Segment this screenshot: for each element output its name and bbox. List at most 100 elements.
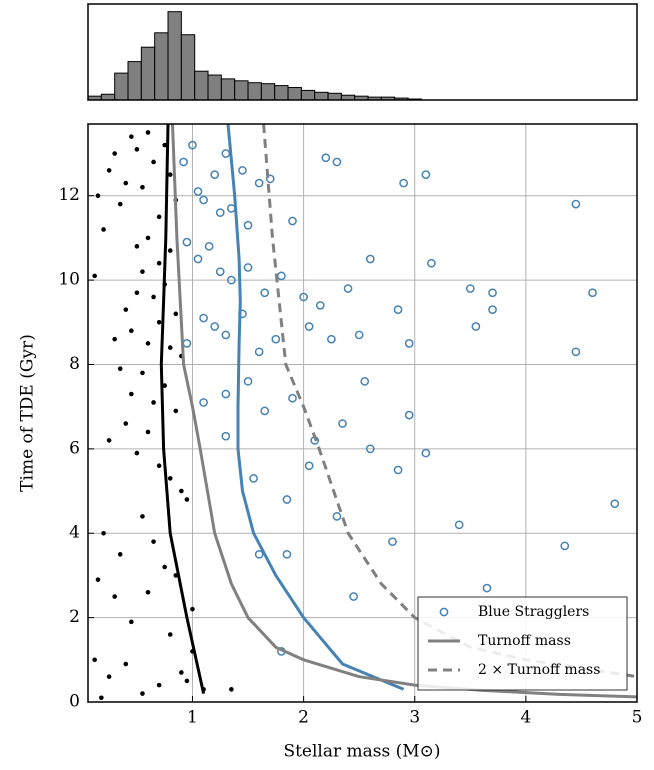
dot (145, 590, 151, 595)
open-marker (315, 301, 325, 310)
hist-bar (274, 85, 289, 101)
y-axis-label: Time of TDE (Gyr) (18, 334, 38, 492)
hist-bar (100, 93, 116, 101)
dot (112, 594, 117, 599)
hist-bar (207, 74, 222, 101)
dot (123, 661, 129, 667)
open-marker (199, 313, 208, 323)
open-marker (321, 153, 331, 163)
dot (162, 142, 167, 148)
x-tick-label: 3 (409, 708, 420, 728)
dot (92, 273, 97, 279)
dot (145, 429, 151, 435)
dot (134, 147, 140, 152)
dot (162, 564, 167, 570)
hist-bar (140, 46, 156, 101)
dot (106, 674, 112, 679)
open-marker (271, 334, 281, 344)
open-marker (393, 305, 403, 314)
dot (167, 172, 173, 177)
dot (140, 370, 145, 376)
open-marker (265, 174, 275, 184)
open-marker (221, 330, 231, 340)
dot (190, 606, 195, 612)
open-marker (399, 178, 408, 188)
open-marker (482, 583, 492, 593)
open-marker (365, 444, 375, 454)
dot (156, 214, 162, 220)
open-marker (193, 187, 203, 196)
open-marker (421, 448, 431, 458)
dot (140, 691, 145, 696)
x-tick-label: 4 (520, 708, 531, 728)
open-marker (215, 208, 225, 217)
open-marker (282, 549, 292, 559)
open-marker (221, 389, 231, 399)
open-marker (215, 267, 225, 277)
open-marker (404, 339, 414, 348)
open-marker (249, 474, 258, 483)
open-marker (427, 258, 436, 268)
open-marker (343, 284, 353, 293)
dot (123, 180, 129, 186)
curve (226, 124, 405, 691)
open-marker (182, 339, 192, 348)
open-marker (288, 393, 297, 403)
open-marker (393, 465, 403, 475)
open-marker (221, 431, 231, 441)
hist-bar (127, 61, 142, 101)
open-marker (465, 284, 475, 293)
dot (151, 400, 156, 405)
dot (184, 497, 190, 502)
dot (117, 366, 123, 372)
open-marker (338, 419, 347, 428)
open-marker (488, 305, 497, 314)
dot (156, 319, 162, 325)
dot (101, 227, 106, 232)
dot (156, 260, 162, 266)
y-tick-label: 4 (69, 523, 80, 543)
open-marker (254, 347, 264, 357)
open-marker (560, 541, 570, 551)
x-axis-label: Stellar mass (M⊙) (283, 742, 440, 762)
open-marker (254, 549, 264, 559)
open-marker (204, 242, 214, 251)
open-marker (221, 149, 231, 158)
hist-bar (167, 11, 182, 101)
hist-bar (247, 82, 262, 101)
dot (129, 391, 134, 397)
open-marker (354, 330, 364, 340)
dot (123, 421, 129, 426)
dot (101, 530, 106, 536)
hist-frame (87, 3, 638, 101)
open-marker (360, 377, 370, 386)
dot (123, 307, 129, 312)
hist-bar (314, 91, 329, 101)
dot (179, 488, 184, 494)
dot (112, 151, 117, 156)
legend-label: 2 × Turnoff mass (478, 662, 600, 678)
y-tick-label: 6 (69, 438, 80, 458)
open-marker (288, 216, 297, 226)
dot (167, 345, 173, 350)
dot (173, 311, 179, 317)
open-marker (199, 398, 208, 407)
open-marker (299, 292, 308, 302)
open-marker (571, 347, 581, 357)
dot (134, 290, 140, 296)
dot (145, 130, 151, 135)
curve (262, 124, 637, 679)
open-marker (282, 495, 292, 504)
histogram-panel (87, 3, 638, 101)
dot (92, 657, 97, 663)
legend-label: Blue Stragglers (478, 604, 589, 620)
open-marker (238, 166, 247, 175)
plot-area (92, 124, 637, 701)
open-marker (227, 204, 236, 213)
y-tick-label: 8 (69, 354, 80, 374)
open-marker (210, 170, 220, 179)
axes-frame (87, 123, 638, 703)
open-marker (260, 406, 270, 416)
dot (156, 682, 162, 688)
